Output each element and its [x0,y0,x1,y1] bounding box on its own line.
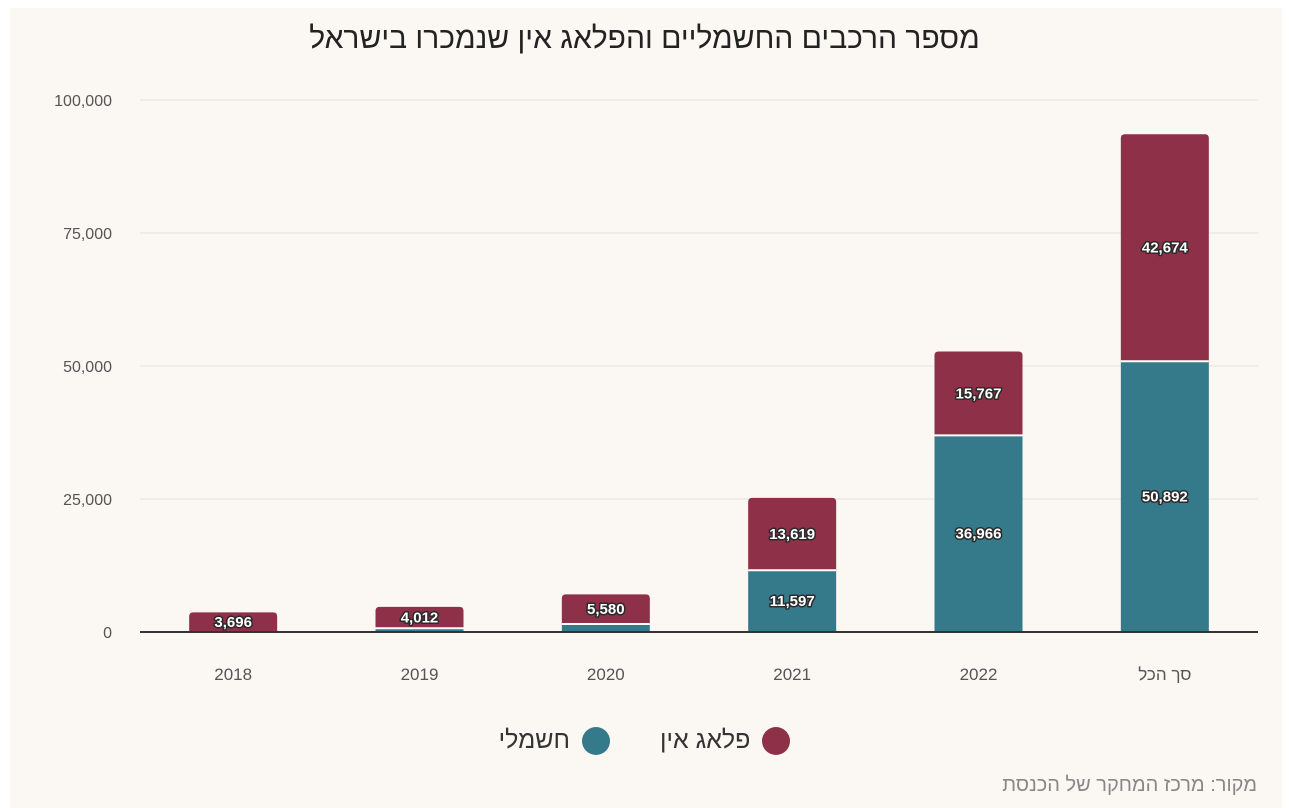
data-label: 13,619 [769,526,815,543]
legend-item-plugin: פלאג אין [659,726,791,755]
y-tick-label: 100,000 [54,93,112,110]
x-tick-label: 2020 [587,665,625,684]
data-label: 3,696 [214,614,252,631]
x-tick-label: 2019 [401,665,439,684]
bar-electric [375,628,464,632]
data-label: 50,892 [1142,489,1188,506]
chart-title: מספר הרכבים החשמליים והפלאג אין שנמכרו ב… [309,22,980,55]
source-note: מקור: מרכז המחקר של הכנסת [1002,774,1257,796]
data-label: 42,674 [1142,240,1189,257]
bar-electric [748,570,837,632]
x-tick-label: 2018 [214,665,252,684]
bar-electric [561,624,650,632]
bar-plugin [1120,134,1209,362]
stacked-bar-chart: 0 25,000 50,000 75,000 100,000 3,696 2018 4,012… [54,93,1258,684]
data-label: 36,966 [956,526,1002,543]
bar-plugin [748,497,837,571]
bar-plugin [934,351,1023,436]
bar-plugin [561,594,650,625]
legend-label-electric: חשמלי [498,726,570,754]
x-tick-label: סך הכל [1138,665,1191,684]
x-tick-label: 2022 [960,665,998,684]
bar-plugin [375,606,464,629]
bar-plugin [189,612,278,632]
y-tick-label: 75,000 [63,226,112,243]
bar-electric [934,435,1023,632]
chart-background [10,8,1282,808]
y-tick-label: 50,000 [63,359,112,376]
data-label: 4,012 [401,610,439,627]
data-label: 15,767 [956,385,1002,402]
legend-label-plugin: פלאג אין [659,726,751,754]
y-tick-label: 25,000 [63,492,112,509]
legend-item-electric: חשמלי [499,726,610,755]
legend-swatch-plugin [762,726,791,755]
y-tick-label: 0 [103,625,112,642]
data-label: 5,580 [587,601,625,618]
data-label: 11,597 [770,593,815,610]
x-tick-label: 2021 [773,665,811,684]
legend: פלאג אין חשמלי [0,726,1289,755]
legend-swatch-electric [581,726,610,755]
bar-electric [1120,361,1209,632]
